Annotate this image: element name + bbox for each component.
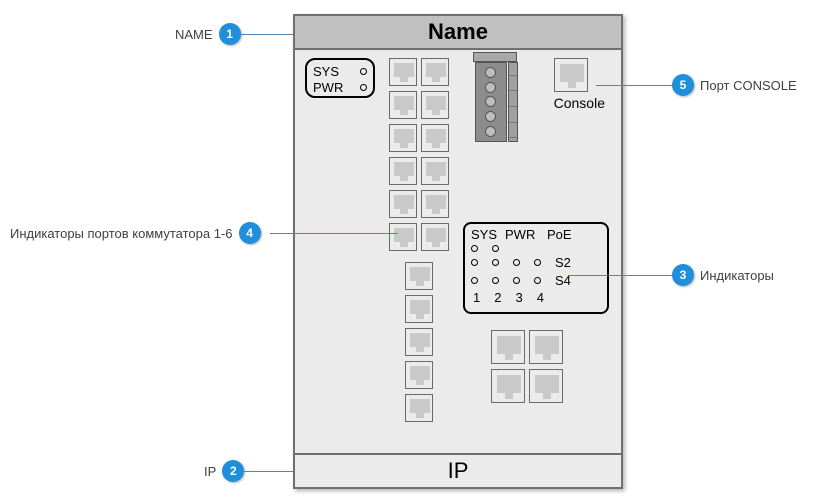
rj45-port-icon: [389, 124, 417, 152]
led-icon: [513, 259, 520, 266]
port-pair: [389, 91, 449, 119]
device-footer: IP: [295, 453, 621, 487]
terminal-block-icon: [473, 52, 517, 150]
leader-line: [240, 34, 293, 35]
device-body: SYS PWR: [295, 50, 621, 453]
rj45-port-icon: [529, 369, 563, 403]
device-header: Name: [295, 16, 621, 50]
callout-indicators: 3 Индикаторы: [672, 264, 774, 286]
callout-badge: 4: [239, 222, 261, 244]
rj45-port-icon: [421, 223, 449, 251]
ind-sys: SYS: [471, 227, 505, 242]
rj45-port-icon: [529, 330, 563, 364]
callout-text: Порт CONSOLE: [700, 78, 797, 93]
callout-badge: 2: [222, 460, 244, 482]
callout-text: Индикаторы портов коммутатора 1-6: [10, 226, 233, 241]
port-pair: [389, 190, 449, 218]
led-icon: [471, 277, 478, 284]
indicator-panel: SYS PWR PoE S2 S4: [463, 222, 609, 314]
callout-text: NAME: [175, 27, 213, 42]
pwr-label: PWR: [313, 80, 343, 95]
port-pair: [389, 124, 449, 152]
callout-port-indicators: Индикаторы портов коммутатора 1-6 4: [10, 222, 261, 244]
rj45-port-icon: [491, 330, 525, 364]
port-pair: [491, 369, 563, 403]
single-port-column: [405, 262, 433, 422]
bot-1: 1: [473, 290, 480, 305]
rj45-port-icon: [389, 223, 417, 251]
callout-text: Индикаторы: [700, 268, 774, 283]
led-icon: [471, 245, 478, 252]
sys-led-icon: [360, 68, 367, 75]
indicator-row: S2: [471, 255, 601, 270]
rj45-port-icon: [405, 262, 433, 290]
port-pair: [389, 223, 449, 251]
rj45-port-icon: [389, 58, 417, 86]
rj45-port-icon: [405, 361, 433, 389]
bot-2: 2: [494, 290, 501, 305]
port-pair: [389, 157, 449, 185]
leader-line: [270, 233, 398, 234]
led-icon: [471, 259, 478, 266]
callout-name: NAME 1: [175, 23, 241, 45]
rj45-port-icon: [421, 190, 449, 218]
leader-line: [244, 471, 293, 472]
bot-4: 4: [537, 290, 544, 305]
pwr-row: PWR: [313, 79, 367, 95]
callout-text: IP: [204, 464, 216, 479]
rj45-port-icon: [421, 58, 449, 86]
sys-row: SYS: [313, 63, 367, 79]
led-icon: [513, 277, 520, 284]
rj45-port-icon: [491, 369, 525, 403]
rj45-port-icon: [421, 157, 449, 185]
rj45-port-icon: [421, 91, 449, 119]
console-label: Console: [554, 95, 605, 111]
pwr-led-icon: [360, 84, 367, 91]
callout-badge: 5: [672, 74, 694, 96]
ind-poe: PoE: [547, 227, 572, 242]
rj45-port-icon: [389, 157, 417, 185]
indicator-top-row: SYS PWR PoE: [471, 227, 601, 242]
callout-console: 5 Порт CONSOLE: [672, 74, 797, 96]
ind-pwr: PWR: [505, 227, 547, 242]
port-pair: [491, 330, 563, 364]
indicator-bottom-row: 1 2 3 4: [473, 290, 601, 305]
sys-pwr-box: SYS PWR: [305, 58, 375, 98]
callout-badge: 3: [672, 264, 694, 286]
led-icon: [492, 245, 499, 252]
callout-badge: 1: [219, 23, 241, 45]
sys-label: SYS: [313, 64, 339, 79]
bot-3: 3: [515, 290, 522, 305]
console-port-icon: [554, 58, 588, 92]
leader-line: [568, 275, 672, 276]
rj45-port-icon: [389, 91, 417, 119]
led-icon: [534, 277, 541, 284]
indicator-row: [471, 245, 601, 252]
bottom-ports-group: [491, 330, 563, 403]
led-icon: [492, 277, 499, 284]
leader-line: [596, 85, 672, 86]
footer-text: IP: [448, 458, 469, 484]
header-title: Name: [428, 19, 488, 45]
port-pair: [389, 58, 449, 86]
led-icon: [534, 259, 541, 266]
led-icon: [492, 259, 499, 266]
callout-ip: IP 2: [204, 460, 244, 482]
rj45-port-icon: [405, 394, 433, 422]
rj45-port-icon: [421, 124, 449, 152]
device-panel: Name SYS PWR: [293, 14, 623, 489]
side-label-s2: S2: [555, 255, 571, 270]
rj45-port-icon: [405, 295, 433, 323]
switch-ports-group: [389, 58, 449, 251]
rj45-port-icon: [389, 190, 417, 218]
rj45-port-icon: [405, 328, 433, 356]
